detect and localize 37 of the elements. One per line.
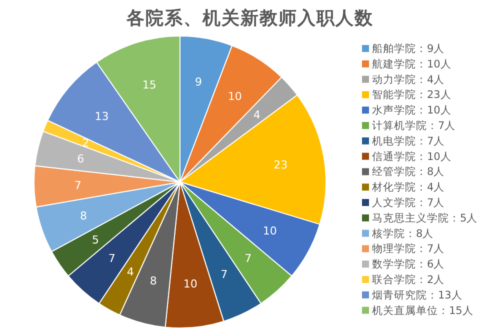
chart-title: 各院系、机关新教师入职人数 bbox=[126, 8, 374, 29]
legend-label: 经管学院：8人 bbox=[372, 165, 445, 178]
data-label: 5 bbox=[92, 234, 100, 247]
legend-label: 船舶学院：9人 bbox=[372, 42, 445, 55]
data-label: 7 bbox=[220, 268, 228, 282]
legend-label: 航建学院：10人 bbox=[372, 57, 452, 70]
legend-label: 物理学院：7人 bbox=[372, 242, 445, 256]
data-label: 10 bbox=[183, 278, 198, 291]
legend-label: 机关直属单位：15人 bbox=[372, 304, 474, 317]
legend-label: 人文学院：7人 bbox=[372, 196, 445, 209]
data-label: 4 bbox=[126, 265, 134, 278]
data-label: 23 bbox=[274, 158, 288, 172]
data-label: 8 bbox=[150, 274, 157, 288]
legend-label: 核学院：8人 bbox=[371, 226, 434, 240]
data-label: 10 bbox=[228, 90, 242, 103]
legend-label: 材化学院：4人 bbox=[371, 180, 445, 194]
data-label: 8 bbox=[80, 210, 87, 223]
data-label: 2 bbox=[82, 136, 90, 150]
data-label: 10 bbox=[262, 224, 277, 238]
data-label: 6 bbox=[77, 152, 84, 166]
legend-label: 动力学院：4人 bbox=[372, 72, 445, 86]
data-label: 15 bbox=[142, 78, 156, 92]
legend-label: 计算机学院：7人 bbox=[372, 119, 456, 132]
data-label: 7 bbox=[244, 252, 252, 266]
legend-label: 烟青研究院：13人 bbox=[372, 288, 462, 302]
data-label: 7 bbox=[108, 252, 116, 266]
legend-label: 联合学院：2人 bbox=[372, 273, 445, 286]
legend-label: 信通学院：10人 bbox=[372, 150, 452, 163]
legend-label: 数学学院：6人 bbox=[372, 258, 445, 271]
legend-label: 水声学院：10人 bbox=[372, 104, 452, 117]
legend-label: 机电学院：7人 bbox=[372, 134, 445, 148]
data-label: 13 bbox=[94, 110, 109, 124]
data-label: 4 bbox=[253, 108, 260, 122]
legend-label: 马克思主义学院：5人 bbox=[372, 211, 478, 224]
data-label: 7 bbox=[74, 179, 82, 192]
data-label: 9 bbox=[195, 75, 202, 88]
legend-label: 智能学院：23人 bbox=[372, 88, 452, 102]
